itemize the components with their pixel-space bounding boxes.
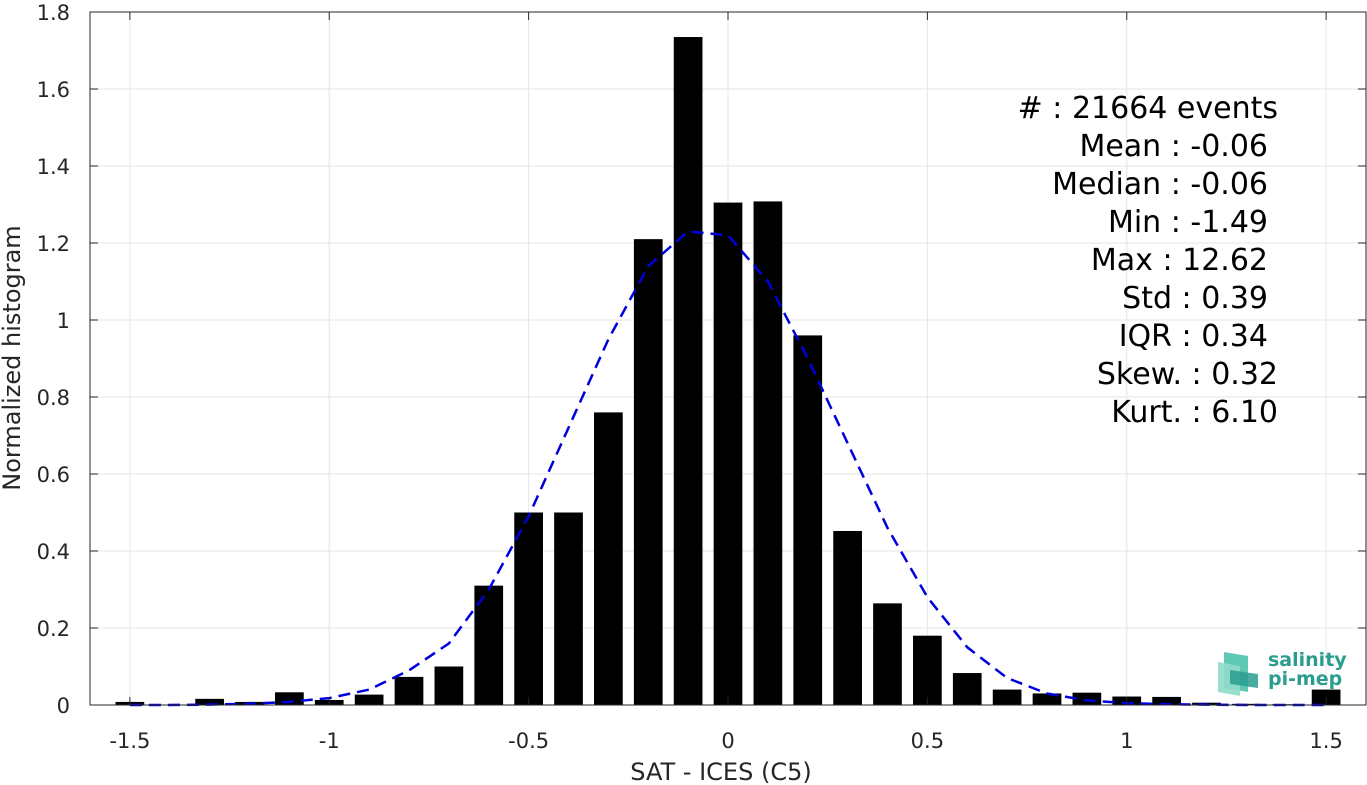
y-tick-label: 0.2 [37,617,70,641]
stat-line: IQR : 0.34 [1119,319,1268,354]
x-axis-ticks: -1.5 -1 -0.5 0 0.5 1 1.5 [109,12,1343,753]
y-tick-label: 1.4 [37,155,70,179]
histogram-bar [913,635,942,705]
histogram-bar [474,585,504,705]
histogram-bar [394,676,424,705]
y-tick-label: 1.8 [37,1,70,25]
x-tick-label: -0.5 [508,729,549,753]
x-tick-label: -1.5 [109,729,150,753]
stat-line: # : 21664 events [1018,91,1278,126]
x-tick-label: 0 [721,729,734,753]
stat-line: Mean : -0.06 [1079,129,1268,164]
histogram-bar [833,530,862,705]
histogram-bar [633,239,663,705]
histogram-bar [354,694,384,705]
histogram-bar [195,698,224,705]
y-tick-label: 0.4 [37,540,70,564]
stat-line: Skew. : 0.32 [1097,357,1278,392]
stat-line: Max : 12.62 [1091,243,1268,278]
logo-line2: pi-mep [1268,668,1342,690]
x-tick-label: -1 [319,729,340,753]
stat-line: Std : 0.39 [1122,281,1268,316]
stat-line: Min : -1.49 [1108,205,1268,240]
histogram-bar [793,335,823,705]
logo-line1: salinity [1268,649,1347,671]
y-tick-label: 1.2 [37,232,70,256]
histogram-bar [753,201,783,706]
y-tick-label: 0.8 [37,386,70,410]
salinity-pimep-logo: salinity pi-mep [1218,649,1347,696]
y-tick-label: 0 [57,694,70,718]
histogram-bar [992,689,1022,705]
histogram-bar [673,37,703,705]
histogram-bar [1032,693,1062,705]
histogram-bar [514,512,543,705]
histogram-bar [594,412,623,705]
stat-line: Kurt. : 6.10 [1111,395,1278,430]
y-tick-label: 1 [57,309,70,333]
x-tick-label: 1 [1120,729,1133,753]
y-tick-label: 1.6 [37,78,70,102]
histogram-bar [713,202,743,705]
histogram-bar [1152,696,1181,705]
y-axis-ticks: 0 0.2 0.4 0.6 0.8 1 1.2 1.4 1.6 1.8 [37,1,1366,718]
stat-line: Median : -0.06 [1052,167,1268,202]
y-axis-label: Normalized histogram [0,225,26,490]
histogram-bar [952,673,982,705]
histogram-bar [434,666,464,705]
x-tick-label: 1.5 [1309,729,1342,753]
histogram-bar [554,512,583,705]
x-axis-label: SAT - ICES (C5) [630,758,811,785]
histogram-bar [873,603,902,705]
y-tick-label: 0.6 [37,463,70,487]
x-tick-label: 0.5 [911,729,944,753]
